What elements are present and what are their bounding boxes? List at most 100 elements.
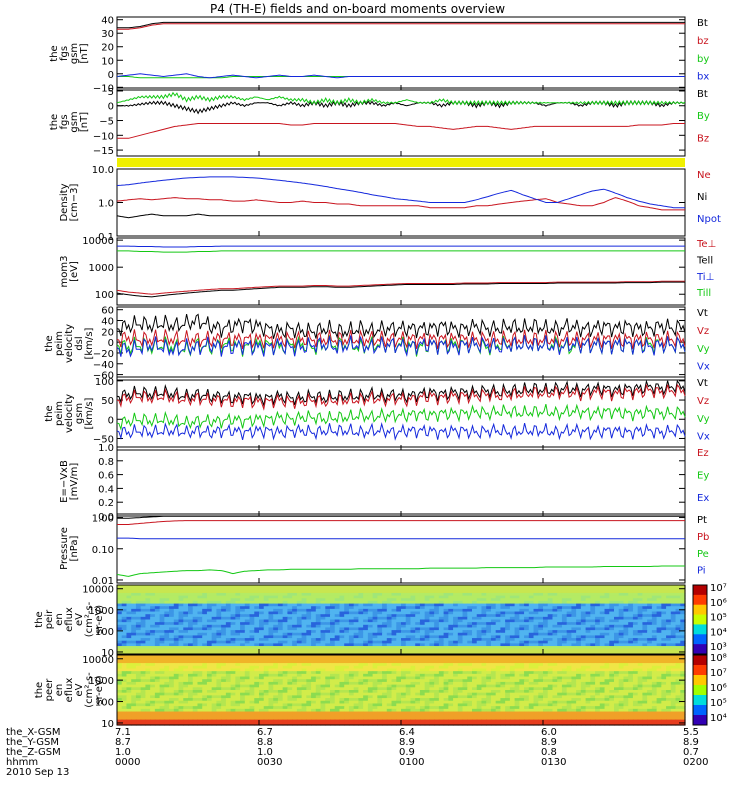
heatmap-cell [405,676,412,680]
heatmap-cell [538,600,544,605]
heatmap-cell [259,585,265,589]
heatmap-cell [642,614,648,618]
heatmap-cell [372,630,378,634]
heatmap-cell [647,679,653,683]
heatmap-cell [382,679,388,683]
heatmap-cell [396,638,402,642]
heatmap-cell [348,611,355,615]
heatmap-cell [405,632,412,637]
heatmap-cell [159,614,165,618]
heatmap-cell [188,624,194,629]
heatmap-cell [140,635,146,639]
heatmap-cell [131,646,137,650]
heatmap-cell [188,676,194,680]
heatmap-cell [244,585,251,589]
heatmap-cell [595,660,601,664]
heatmap-cell [661,595,667,599]
status-band [117,158,685,167]
heatmap-cell [538,687,544,691]
heatmap-cell [235,630,241,634]
heatmap-cell [481,635,487,639]
heatmap-cell [429,608,435,613]
heatmap-cell [590,679,596,683]
series-line-pt [117,515,685,519]
heatmap-cell [178,592,184,597]
heatmap-cell [632,673,639,678]
heatmap-cell [353,632,359,637]
heatmap-cell [434,643,440,647]
heatmap-cell [135,603,142,607]
heatmap-cell [533,616,539,621]
heatmap-cell [557,622,563,626]
heatmap-cell [216,592,222,597]
heatmap-cell [500,671,506,675]
heatmap-cell [401,587,407,591]
heatmap-cell [623,681,629,686]
heatmap-cell [538,590,544,594]
heatmap-cell [585,663,591,667]
heatmap-cell [509,673,516,678]
heatmap-cell [585,590,591,594]
heatmap-cell [367,603,374,607]
heatmap-cell [254,646,260,650]
heatmap-cell [131,603,137,607]
heatmap-cell [448,655,454,659]
heatmap-cell [296,679,303,683]
heatmap-cell [330,690,336,694]
heatmap-cell [666,673,672,678]
heatmap-cell [273,640,279,644]
heatmap-cell [221,690,227,694]
heatmap-cell [178,651,184,655]
heatmap-cell [486,651,492,655]
heatmap-cell [372,640,378,644]
heatmap-cell [415,614,421,618]
heatmap-cell [566,657,572,661]
heatmap-cell [495,592,501,597]
heatmap-cell [651,676,658,680]
heatmap-cell [296,638,303,642]
heatmap-cell [618,651,625,655]
heatmap-cell [585,632,591,637]
heatmap-cell [675,614,681,618]
heatmap-cell [164,679,170,683]
heatmap-cell [292,595,298,599]
heatmap-cell [651,655,658,659]
heatmap-cell [254,598,260,602]
heatmap-cell [367,590,374,594]
heatmap-cell [614,624,620,629]
heatmap-cell [334,608,341,613]
heatmap-cell [547,676,554,680]
heatmap-cell [637,640,643,644]
heatmap-cell [330,608,336,613]
heatmap-cell [348,635,355,639]
heatmap-cell [126,598,132,602]
heatmap-cell [292,598,298,602]
heatmap-cell [476,627,483,631]
heatmap-cell [424,673,430,678]
heatmap-cell [159,648,165,652]
heatmap-cell [599,598,606,602]
heatmap-cell [481,660,487,664]
heatmap-cell [344,657,350,661]
heatmap-cell [623,643,629,647]
heatmap-cell [249,690,255,694]
heatmap-cell [372,671,378,675]
heatmap-cell [543,598,549,602]
heatmap-cell [188,651,194,655]
series-line-ni [116,213,685,219]
heatmap-cell [353,651,359,655]
heatmap-cell [656,676,662,680]
heatmap-cell [448,660,454,664]
heatmap-cell [547,632,554,637]
heatmap-cell [386,622,393,626]
heatmap-cell [367,651,374,655]
heatmap-cell [571,671,577,675]
heatmap-cell [206,643,213,647]
heatmap-cell [192,690,199,694]
heatmap-cell [434,600,440,605]
heatmap-cell [230,648,236,652]
heatmap-cell [268,679,274,683]
heatmap-cell [348,630,355,634]
heatmap-cell [429,624,435,629]
heatmap-cell [145,690,151,694]
